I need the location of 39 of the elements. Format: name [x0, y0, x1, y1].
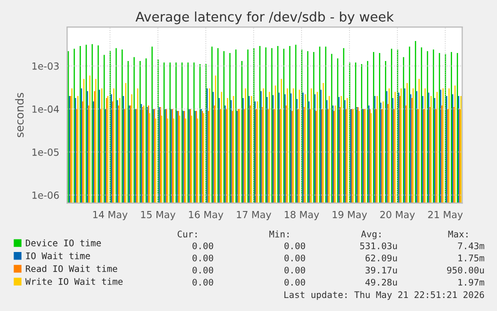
legend-label: Device IO time — [26, 239, 101, 246]
text: 1.75m — [458, 254, 484, 262]
x-tick-label: 21 May — [428, 210, 463, 220]
text: 0.00 — [284, 254, 306, 262]
y-axis-title: seconds — [15, 92, 24, 138]
text: Cur: — [178, 230, 197, 238]
text: 0.00 — [284, 242, 306, 250]
y-tick-label: 1e-04 — [32, 105, 59, 113]
text: 950.00u — [447, 266, 484, 274]
legend-label: Read IO Wait time — [26, 265, 118, 272]
y-tick-label: 1e-05 — [32, 148, 59, 156]
text: Min: — [269, 230, 289, 238]
text: 1.97m — [458, 278, 484, 286]
text: 0.00 — [192, 278, 214, 286]
x-tick-label: 14 May — [93, 211, 128, 220]
x-tick-label: 19 May — [332, 210, 367, 220]
legend-label: IO Wait time — [26, 252, 90, 260]
text: 39.17u — [366, 266, 397, 274]
x-tick-label: 17 May — [236, 211, 272, 220]
x-tick-label: 18 May — [284, 210, 320, 220]
text: Avg: — [361, 230, 381, 240]
text: 0.00 — [192, 266, 214, 274]
x-tick-label: 15 May — [141, 211, 176, 220]
text: Max: — [448, 230, 468, 238]
text: 0.00 — [192, 242, 214, 250]
y-tick-label: 1e-03 — [32, 62, 59, 70]
x-tick-label: 16 May — [189, 210, 224, 220]
text: 0.00 — [192, 254, 214, 262]
legend-label: Write IO Wait time — [25, 278, 123, 285]
x-tick-label: 20 May — [380, 210, 415, 220]
text: Last update: Thu May 21 22:51:21 2026 — [284, 291, 484, 300]
chart-title: Average latency for /dev/sdb - by week — [136, 11, 394, 24]
text: 0.00 — [284, 266, 306, 274]
text: 49.28u — [365, 278, 397, 286]
text: 0.00 — [284, 278, 306, 286]
text: 62.09u — [366, 254, 397, 262]
y-tick-label: 1e-06 — [32, 192, 59, 199]
text: 531.03u — [360, 242, 397, 250]
text: 7.43m — [458, 242, 484, 250]
